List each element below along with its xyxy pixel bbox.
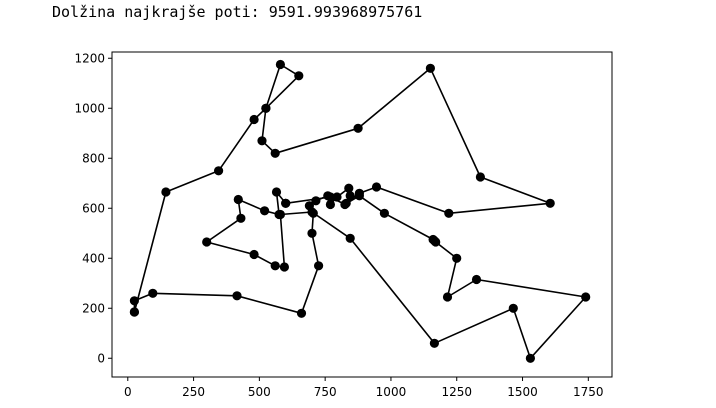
plot-frame	[111, 51, 613, 378]
x-tick-label: 750	[314, 385, 337, 399]
data-point	[129, 296, 139, 306]
x-tick-label: 1750	[573, 385, 604, 399]
data-point	[148, 288, 158, 298]
data-point	[581, 292, 591, 302]
data-point	[428, 234, 438, 245]
y-tick-label: 400	[82, 251, 105, 265]
y-tick-label: 0	[97, 351, 105, 365]
x-tick-label: 0	[124, 385, 132, 399]
data-point	[471, 274, 482, 285]
data-point	[233, 194, 243, 205]
data-point	[340, 199, 350, 210]
data-point	[311, 196, 321, 206]
data-point	[371, 182, 382, 192]
data-point	[202, 237, 212, 247]
x-tick-label: 1000	[376, 385, 407, 399]
y-tick-label: 800	[82, 151, 105, 165]
data-point	[257, 136, 267, 146]
data-point	[296, 308, 307, 318]
data-point	[442, 292, 453, 302]
data-point	[281, 198, 291, 208]
route-line-1	[133, 63, 552, 315]
data-point	[270, 148, 280, 158]
route-line-2	[205, 191, 587, 360]
data-point	[353, 123, 363, 133]
data-point	[345, 233, 355, 243]
x-tick-label: 1500	[507, 385, 538, 399]
data-point	[379, 208, 389, 218]
data-point	[214, 166, 224, 176]
data-point	[275, 59, 285, 70]
data-point	[508, 303, 518, 313]
y-tick-label: 1000	[74, 101, 105, 115]
data-point	[279, 262, 289, 272]
x-tick-label: 1250	[441, 385, 472, 399]
data-point	[232, 291, 242, 301]
data-point	[236, 213, 246, 223]
plot-layer	[129, 59, 591, 363]
data-point	[354, 191, 364, 201]
data-point	[307, 228, 317, 238]
data-point	[275, 209, 285, 220]
data-point	[271, 187, 282, 197]
data-point	[425, 63, 435, 73]
y-tick-label: 1200	[74, 51, 105, 65]
ticks-layer: 0 250 500 750 1000 1250 1500 1750 0 200 400 600 800 1…	[74, 51, 603, 399]
output-text: Dolžina najkrajše poti: 9591.99396897576…	[52, 3, 423, 21]
data-point	[332, 192, 342, 202]
data-point	[129, 307, 139, 317]
data-point	[345, 191, 355, 201]
y-tick-label: 200	[82, 301, 105, 315]
data-point	[294, 71, 304, 81]
data-point	[325, 192, 335, 202]
data-point	[452, 253, 462, 263]
x-tick-label: 250	[182, 385, 205, 399]
data-point	[249, 114, 259, 125]
data-point	[344, 183, 354, 193]
data-point	[249, 249, 259, 260]
data-point	[161, 187, 171, 197]
data-point	[270, 261, 280, 271]
data-point	[314, 261, 324, 271]
data-point	[261, 103, 271, 113]
y-tick-label: 600	[82, 201, 105, 215]
data-point	[525, 353, 536, 363]
data-point	[260, 206, 270, 216]
data-point	[475, 172, 485, 182]
data-point	[545, 198, 555, 208]
data-point	[307, 207, 317, 217]
x-tick-label: 500	[248, 385, 271, 399]
data-point	[325, 199, 335, 210]
data-point	[444, 208, 454, 218]
data-point	[429, 338, 439, 348]
